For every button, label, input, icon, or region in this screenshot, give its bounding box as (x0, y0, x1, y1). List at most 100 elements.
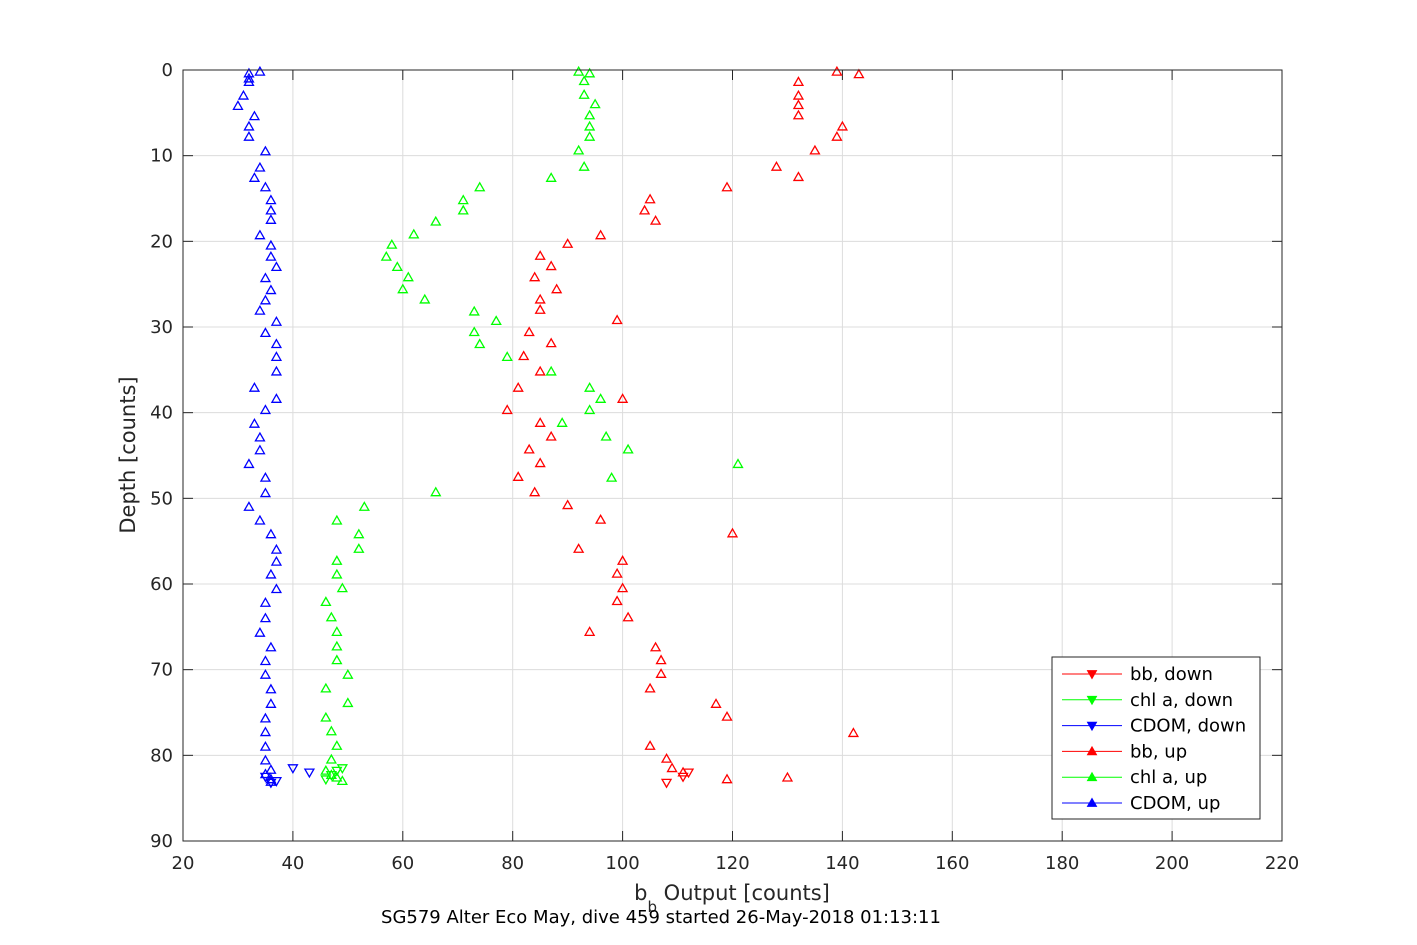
data-point (594, 513, 607, 524)
data-point (578, 75, 590, 86)
data-point (770, 160, 783, 171)
legend-marker (1086, 721, 1098, 732)
x-tick-label: 60 (391, 853, 414, 874)
data-point (325, 769, 337, 780)
data-point (265, 250, 277, 261)
data-point (611, 567, 623, 578)
y-tick-label: 60 (150, 574, 173, 595)
data-point (331, 514, 343, 525)
data-point (243, 131, 255, 141)
data-point (243, 458, 255, 469)
data-point (666, 762, 678, 773)
data-point (408, 228, 420, 239)
data-point (611, 595, 623, 606)
data-point (237, 89, 250, 100)
data-point (259, 145, 272, 156)
legend: bb, down chl a, down CDOM, down bb, up chl a… (1051, 656, 1261, 820)
legend-box (1051, 656, 1261, 820)
x-tick-label: 160 (935, 853, 969, 874)
x-tick-label: 220 (1265, 853, 1299, 874)
legend-label: bb, down (1130, 664, 1213, 685)
legend-label: chl a, up (1130, 767, 1207, 788)
legend-label: CDOM, down (1130, 716, 1246, 737)
data-point (248, 172, 261, 182)
data-point (331, 626, 343, 636)
data-point (254, 161, 266, 172)
data-point (605, 471, 618, 482)
data-point (534, 417, 546, 427)
data-point (457, 194, 469, 205)
data-point (353, 543, 365, 553)
data-point (303, 768, 316, 779)
data-point (270, 261, 283, 272)
x-tick-label: 100 (605, 853, 639, 874)
legend-label: chl a, down (1130, 690, 1233, 711)
legend-item: bb, down (1062, 664, 1213, 685)
data-point (287, 764, 299, 774)
data-point (336, 582, 348, 593)
data-point (523, 443, 535, 454)
data-point (644, 740, 656, 750)
data-point (611, 314, 623, 325)
data-point (578, 89, 590, 99)
data-point (248, 110, 261, 121)
data-point (259, 612, 272, 623)
data-point (254, 229, 266, 240)
data-point (644, 682, 656, 693)
y-tick-label: 50 (150, 488, 173, 509)
data-point (259, 754, 272, 765)
data-point (644, 193, 656, 204)
data-point (430, 486, 442, 497)
data-point (320, 596, 332, 607)
data-point (573, 144, 585, 155)
legend-marker (1086, 670, 1098, 680)
data-point (556, 417, 568, 427)
data-point (584, 382, 596, 392)
data-point (265, 641, 277, 652)
data-point (270, 351, 283, 362)
data-point (584, 109, 596, 120)
data-point (259, 404, 272, 415)
data-point (320, 682, 332, 693)
data-point (331, 740, 343, 750)
data-point (732, 458, 744, 469)
data-point (584, 626, 596, 636)
data-point (325, 611, 337, 622)
data-point (529, 271, 541, 282)
data-point (259, 471, 272, 482)
data-point (616, 582, 629, 593)
data-point (259, 597, 272, 607)
y-tick-label: 20 (150, 231, 173, 252)
data-point (512, 471, 524, 481)
data-point (270, 543, 283, 554)
data-point (792, 76, 805, 87)
data-point (534, 457, 546, 468)
data-point (254, 65, 266, 76)
data-point (638, 204, 651, 215)
data-point (248, 382, 261, 392)
data-point (545, 260, 557, 271)
data-point (584, 131, 596, 141)
x-axis-label: bb Output [counts] (634, 881, 830, 916)
data-point (721, 181, 733, 192)
legend-item: chl a, up (1062, 767, 1207, 788)
legend-marker (1086, 745, 1098, 756)
y-tick-label: 10 (150, 146, 173, 167)
data-point (545, 172, 557, 182)
data-point (259, 272, 272, 283)
data-point (573, 65, 585, 76)
data-point (584, 404, 596, 415)
data-point (248, 417, 261, 428)
x-axis-label-rest: Output [counts] (657, 881, 830, 905)
data-point (325, 753, 337, 764)
data-point (584, 67, 596, 78)
data-point (254, 627, 266, 637)
legend-item: CDOM, down (1062, 716, 1246, 737)
y-tick-label: 90 (150, 831, 173, 852)
data-point (545, 365, 557, 376)
data-point (660, 752, 673, 763)
data-point (573, 543, 585, 553)
data-point (270, 583, 283, 594)
y-tick-label: 30 (150, 317, 173, 338)
